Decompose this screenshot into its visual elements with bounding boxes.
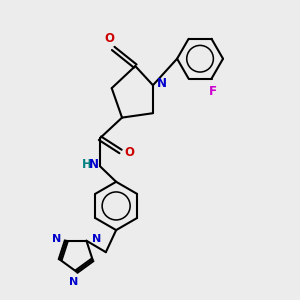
Text: N: N xyxy=(92,234,101,244)
Text: O: O xyxy=(105,32,115,46)
Text: N: N xyxy=(158,77,167,90)
Text: N: N xyxy=(88,158,98,171)
Text: F: F xyxy=(209,85,217,98)
Text: H: H xyxy=(82,158,92,171)
Text: N: N xyxy=(52,234,61,244)
Text: O: O xyxy=(124,146,134,159)
Text: N: N xyxy=(69,278,78,287)
